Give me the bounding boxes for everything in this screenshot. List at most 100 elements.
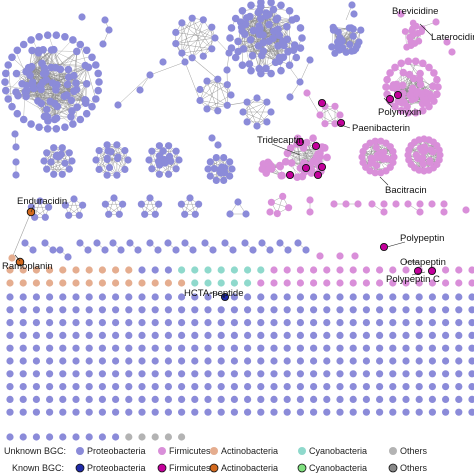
bgc-node <box>6 266 14 274</box>
known-bgc-node <box>301 163 311 173</box>
bgc-node <box>148 147 156 155</box>
bgc-node <box>53 152 61 161</box>
label-hcta-peptide: HCTA-peptide <box>184 288 244 299</box>
bgc-node <box>226 34 234 42</box>
similarity-edge <box>42 49 86 104</box>
bgc-node <box>112 319 120 327</box>
bgc-node <box>349 32 357 40</box>
similarity-edge <box>21 83 73 126</box>
bgc-node <box>270 331 278 339</box>
bgc-node <box>256 25 264 33</box>
bgc-node <box>349 293 357 301</box>
bgc-node <box>191 306 199 314</box>
bgc-node <box>92 156 100 164</box>
bgc-node <box>19 395 27 403</box>
bgc-node <box>428 357 436 365</box>
bgc-node <box>216 166 224 174</box>
bgc-node <box>416 80 425 89</box>
legend-unknown-firmicutes-label: Firmicutes <box>169 446 211 456</box>
bgc-node <box>125 370 133 378</box>
bgc-node <box>382 83 390 91</box>
bgc-node <box>76 40 85 49</box>
bgc-node <box>61 159 69 167</box>
bgc-node <box>6 306 14 314</box>
bgc-node <box>389 319 397 327</box>
bgc-node <box>397 106 406 115</box>
bgc-node <box>243 98 251 106</box>
bgc-node <box>191 279 199 287</box>
bgc-node <box>404 200 412 208</box>
legend-known-others-swatch <box>388 463 398 473</box>
bgc-node <box>377 169 385 177</box>
bgc-node <box>6 331 14 339</box>
bgc-node <box>418 154 426 162</box>
bgc-node <box>418 147 426 155</box>
bgc-node <box>36 197 44 205</box>
bgc-node <box>178 19 186 27</box>
bgc-node <box>407 42 415 49</box>
bgc-node <box>125 395 133 403</box>
bgc-node <box>99 40 107 48</box>
bgc-node <box>402 306 410 314</box>
bgc-node <box>434 83 442 91</box>
legend-unknown-cyanobacteria-swatch <box>298 447 306 455</box>
bgc-node <box>46 395 54 403</box>
bgc-node <box>59 344 67 352</box>
bgc-node <box>296 279 304 287</box>
bgc-node <box>32 306 41 314</box>
similarity-edge <box>199 84 228 101</box>
legend-known-cyanobacteria-label: Cyanobacteria <box>309 463 367 473</box>
bgc-node <box>306 56 314 64</box>
similarity-edge <box>159 159 180 175</box>
bgc-node <box>39 78 47 87</box>
legend-unknown-others-swatch <box>389 447 397 455</box>
label-polypeptin: Polypeptin <box>400 233 444 244</box>
bgc-node <box>323 344 331 352</box>
bgc-node <box>262 64 270 73</box>
bgc-node <box>468 266 474 274</box>
bgc-node <box>72 266 80 274</box>
bgc-node <box>415 319 423 327</box>
bgc-node <box>401 28 409 35</box>
bgc-node <box>310 395 318 403</box>
bgc-node <box>468 319 474 327</box>
bgc-node <box>263 118 271 126</box>
bgc-node <box>138 279 146 287</box>
bgc-node <box>8 102 16 111</box>
bgc-node <box>32 370 41 378</box>
bgc-node <box>188 54 196 62</box>
bgc-node <box>178 395 186 403</box>
bgc-node <box>376 370 384 378</box>
bgc-node <box>468 395 474 403</box>
bgc-node <box>217 266 225 274</box>
bgc-node <box>257 357 265 365</box>
bgc-node <box>72 433 80 441</box>
bgc-node <box>402 408 410 416</box>
bgc-node <box>112 266 120 274</box>
bgc-node <box>404 108 413 117</box>
bgc-node <box>230 319 238 327</box>
bgc-node <box>112 306 120 314</box>
bgc-node <box>350 10 358 18</box>
bgc-node <box>455 357 463 365</box>
bgc-node <box>124 156 132 164</box>
similarity-edge <box>43 147 63 162</box>
bgc-node <box>164 383 172 391</box>
bgc-node <box>376 331 384 339</box>
bgc-node <box>164 331 172 339</box>
bgc-node <box>349 395 357 403</box>
bgc-node <box>362 266 370 274</box>
bgc-node <box>415 395 423 403</box>
bgc-node <box>46 331 54 339</box>
bgc-node <box>204 165 212 173</box>
similarity-edge <box>192 57 218 80</box>
bgc-node <box>323 383 331 391</box>
bgc-node <box>59 395 67 403</box>
bgc-node <box>64 65 73 74</box>
bgc-node <box>114 101 122 109</box>
bgc-node <box>38 59 46 68</box>
bgc-node <box>59 433 67 441</box>
bgc-node <box>19 433 27 441</box>
bgc-node <box>440 200 448 208</box>
